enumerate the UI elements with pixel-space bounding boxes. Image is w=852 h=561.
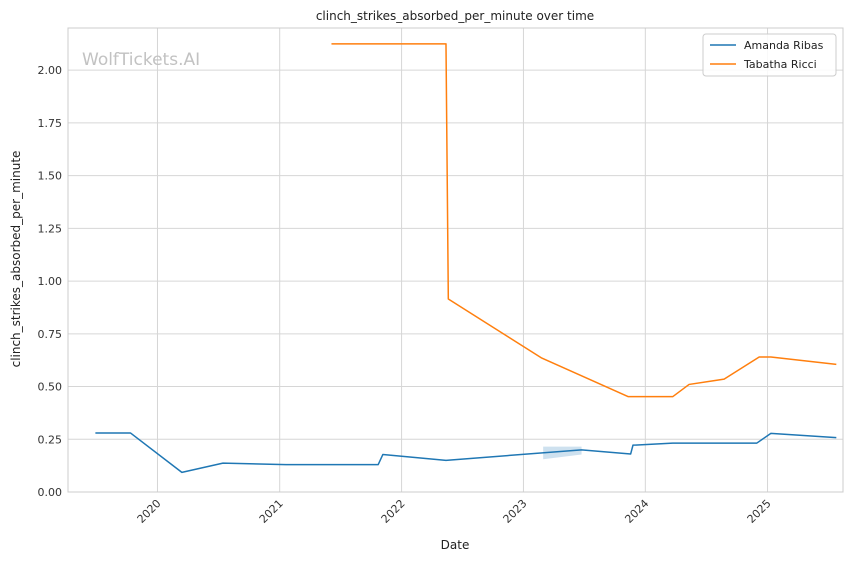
plot-frame — [67, 27, 844, 493]
legend-label-tabatha-ricci: Tabatha Ricci — [743, 58, 817, 71]
x-tick-label: 2025 — [745, 497, 774, 526]
x-tick-label: 2023 — [501, 497, 530, 526]
x-tick-label: 2024 — [622, 497, 651, 526]
watermark: WolfTickets.AI — [82, 50, 200, 70]
y-tick-label: 2.00 — [38, 64, 63, 77]
y-tick-label: 1.00 — [38, 275, 63, 288]
x-tick-label: 2021 — [257, 497, 286, 526]
grid-lines — [68, 28, 843, 493]
plot-background — [68, 28, 843, 492]
y-tick-label: 1.50 — [38, 170, 63, 183]
x-tick-label: 2020 — [135, 497, 164, 526]
y-tick-label: 1.75 — [38, 117, 63, 130]
x-axis-label: Date — [441, 538, 470, 552]
series-line-tabatha-ricci — [331, 43, 837, 398]
y-tick-label: 1.25 — [38, 222, 63, 235]
y-tick-label: 0.00 — [38, 486, 63, 499]
chart-title: clinch_strikes_absorbed_per_minute over … — [316, 9, 594, 23]
legend: Amanda Ribas Tabatha Ricci — [702, 33, 837, 77]
y-axis-ticks: 0.00 0.25 0.50 0.75 1.00 1.25 1.50 1.75 2.00 — [38, 64, 63, 499]
y-tick-label: 0.75 — [38, 328, 63, 341]
series-lines — [95, 43, 837, 474]
x-axis-ticks: 2020 2021 2022 2023 2024 2025 — [135, 497, 774, 526]
legend-label-amanda-ribas: Amanda Ribas — [744, 39, 824, 52]
legend-box — [702, 33, 837, 77]
y-tick-label: 0.50 — [38, 381, 63, 394]
series-line-amanda-ribas — [95, 432, 837, 474]
x-tick-label: 2022 — [379, 497, 408, 526]
y-tick-label: 0.25 — [38, 433, 63, 446]
y-axis-label: clinch_strikes_absorbed_per_minute — [9, 151, 23, 368]
